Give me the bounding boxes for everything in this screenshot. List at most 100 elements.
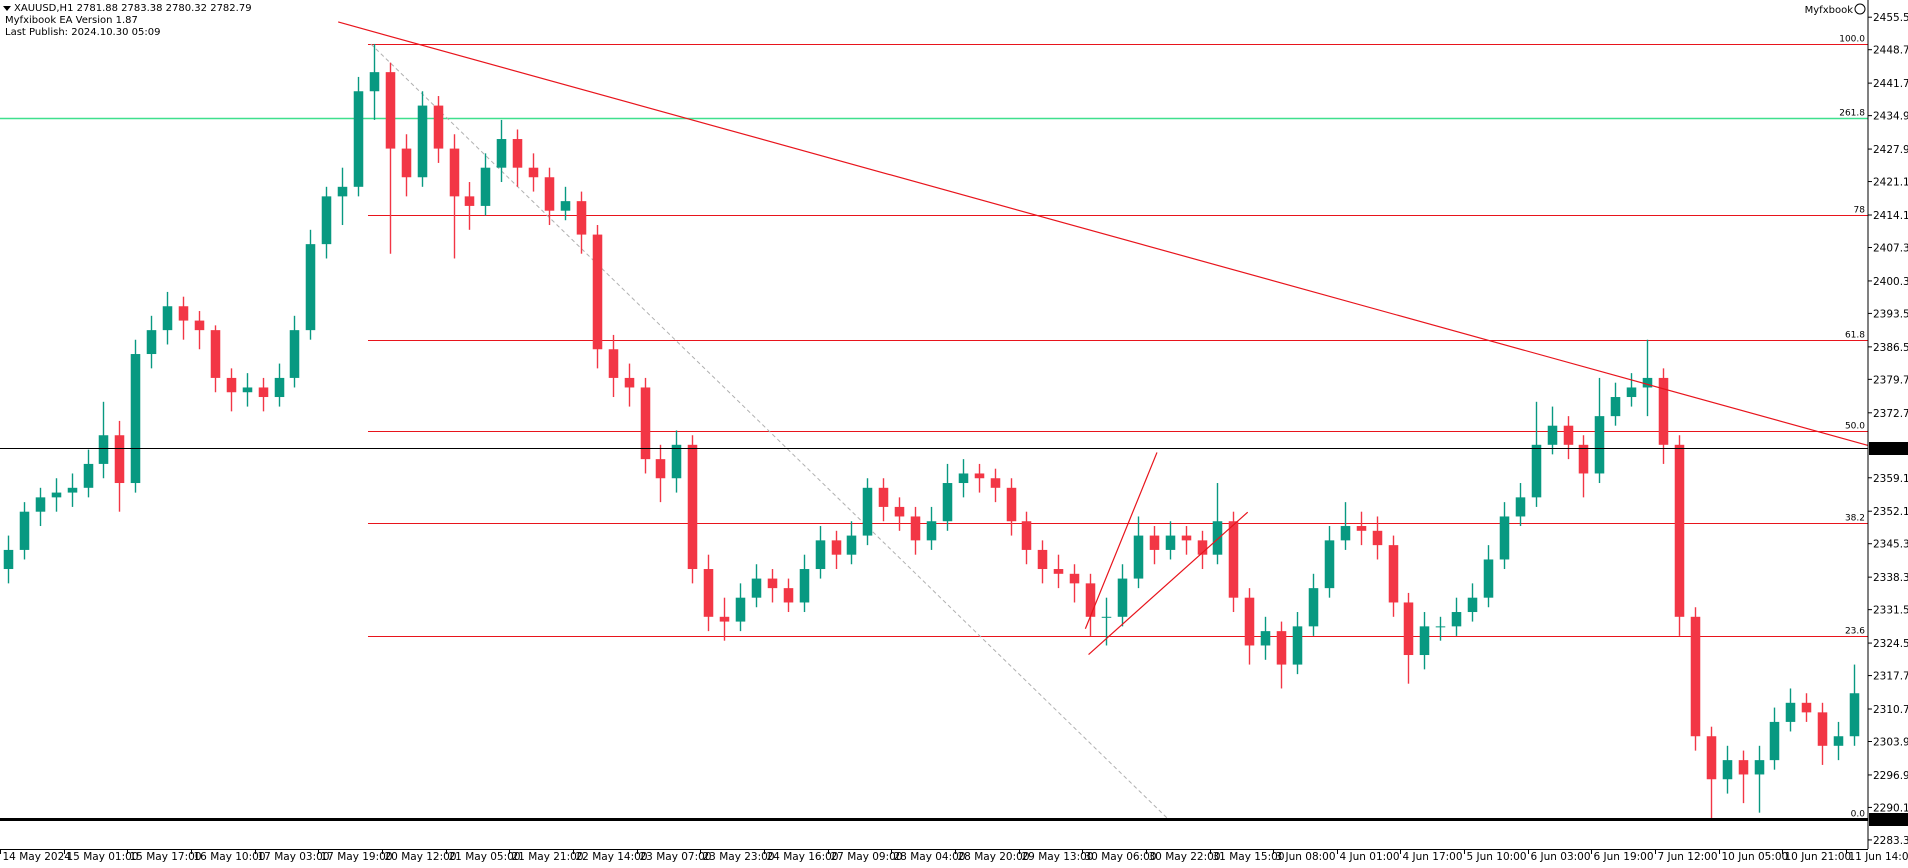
x-tick-label: 10 Jun 05:00 bbox=[1722, 851, 1789, 863]
fib-label: 38.2 bbox=[1845, 514, 1865, 524]
y-tick-label: 2283.30 bbox=[1873, 835, 1908, 847]
ea-line: Myfxibook EA Version 1.87 bbox=[5, 15, 138, 26]
candle-body bbox=[862, 487, 873, 536]
candle-body bbox=[958, 473, 969, 484]
plot-area bbox=[0, 21, 1868, 821]
candle-body bbox=[321, 196, 332, 245]
x-tick-label: 16 May 10:00 bbox=[194, 851, 266, 863]
x-tick-label: 17 May 19:00 bbox=[321, 851, 393, 863]
candle-body bbox=[1101, 616, 1112, 618]
candle-body bbox=[1228, 521, 1239, 598]
candle-body bbox=[1069, 573, 1080, 584]
candle-body bbox=[1356, 526, 1367, 531]
candle-body bbox=[1754, 760, 1765, 775]
y-tick-label: 2427.90 bbox=[1873, 144, 1908, 156]
x-tick-label: 6 Jun 03:00 bbox=[1531, 851, 1591, 863]
candle-body bbox=[878, 487, 889, 507]
candle-body bbox=[751, 578, 762, 598]
x-tick-label: 7 Jun 12:00 bbox=[1658, 851, 1718, 863]
candle-body bbox=[1197, 540, 1208, 555]
candle-body bbox=[1738, 760, 1749, 775]
candle-body bbox=[719, 616, 730, 622]
fib-label: 23.6 bbox=[1845, 627, 1865, 637]
candle-body bbox=[1547, 425, 1558, 445]
candle-body bbox=[178, 306, 189, 321]
candle-body bbox=[19, 511, 30, 550]
candle-body bbox=[210, 330, 221, 378]
y-tick-label: 2386.50 bbox=[1873, 342, 1908, 354]
price-box-label: 2287.68 bbox=[1871, 815, 1908, 827]
y-tick-label: 2414.10 bbox=[1873, 210, 1908, 222]
candle-body bbox=[1849, 693, 1860, 737]
candle-body bbox=[1785, 702, 1796, 722]
x-tick-label: 15 May 17:00 bbox=[130, 851, 202, 863]
candle-body bbox=[1769, 721, 1780, 761]
candle-body bbox=[162, 306, 173, 331]
fib-label: 100.0 bbox=[1839, 35, 1865, 45]
candle-body bbox=[433, 105, 444, 149]
y-tick-label: 2372.70 bbox=[1873, 408, 1908, 420]
candle-body bbox=[640, 387, 651, 460]
y-tick-label: 2290.10 bbox=[1873, 802, 1908, 814]
candle-body bbox=[1626, 387, 1637, 398]
y-tick-label: 2331.50 bbox=[1873, 605, 1908, 617]
y-tick-label: 2324.50 bbox=[1873, 638, 1908, 650]
candle-body bbox=[98, 435, 109, 464]
brand-icon[interactable] bbox=[1854, 3, 1866, 15]
x-tick-label: 23 May 07:00 bbox=[640, 851, 712, 863]
price-box-label: 2365.41 bbox=[1871, 444, 1908, 456]
candle-body bbox=[1515, 497, 1526, 517]
candle-body bbox=[655, 459, 666, 479]
x-tick-label: 23 May 23:00 bbox=[703, 851, 775, 863]
candle-body bbox=[289, 330, 300, 378]
candle-body bbox=[703, 569, 714, 617]
symbol-line: XAUUSD,H1 2781.88 2783.38 2780.32 2782.7… bbox=[14, 3, 252, 14]
x-tick-label: 24 May 16:00 bbox=[767, 851, 839, 863]
fib-label: 261.8 bbox=[1839, 109, 1865, 119]
candle-body bbox=[258, 387, 269, 398]
candle-body bbox=[337, 186, 348, 197]
candle-body bbox=[51, 492, 62, 498]
x-tick-label: 17 May 03:00 bbox=[258, 851, 330, 863]
candle-body bbox=[624, 377, 635, 388]
x-tick-label: 31 May 15:00 bbox=[1213, 851, 1285, 863]
candle-body bbox=[1817, 712, 1828, 746]
candle-body bbox=[1372, 530, 1383, 546]
candle-body bbox=[1324, 540, 1335, 589]
candle-body bbox=[1149, 535, 1160, 550]
x-tick-label: 21 May 21:00 bbox=[512, 851, 584, 863]
y-tick-label: 2317.70 bbox=[1873, 671, 1908, 683]
trend-line bbox=[1084, 452, 1158, 629]
y-tick-label: 2455.50 bbox=[1873, 12, 1908, 24]
candle-body bbox=[449, 148, 460, 197]
candle-body bbox=[1085, 583, 1096, 617]
x-tick-label: 27 May 09:00 bbox=[831, 851, 903, 863]
candle-body bbox=[1260, 631, 1271, 646]
brand[interactable]: Myfxbook bbox=[1805, 5, 1854, 16]
y-tick-label: 2303.90 bbox=[1873, 737, 1908, 749]
fib-label: 0.0 bbox=[1851, 810, 1866, 820]
candle-body bbox=[1133, 535, 1144, 579]
candle-body bbox=[974, 473, 985, 479]
y-tick-label: 2393.50 bbox=[1873, 308, 1908, 320]
candle-body bbox=[1117, 578, 1128, 617]
candle-body bbox=[1722, 760, 1733, 780]
collapse-arrow[interactable] bbox=[3, 6, 11, 11]
candle-body bbox=[1292, 626, 1303, 665]
candle-body bbox=[1419, 626, 1430, 656]
price-box bbox=[1869, 442, 1908, 455]
fib-link bbox=[370, 43, 1169, 820]
candle-body bbox=[894, 506, 905, 517]
candle-body bbox=[592, 234, 603, 350]
candle-body bbox=[1388, 545, 1399, 603]
candle-body bbox=[1276, 631, 1287, 665]
candle-body bbox=[1037, 549, 1048, 570]
candle-body bbox=[576, 201, 587, 235]
candle-body bbox=[799, 569, 810, 603]
candle-body bbox=[1801, 702, 1812, 713]
candle-body bbox=[3, 549, 14, 570]
candle-body bbox=[146, 330, 157, 355]
candle-body bbox=[1499, 516, 1510, 560]
candle-body bbox=[35, 497, 46, 512]
